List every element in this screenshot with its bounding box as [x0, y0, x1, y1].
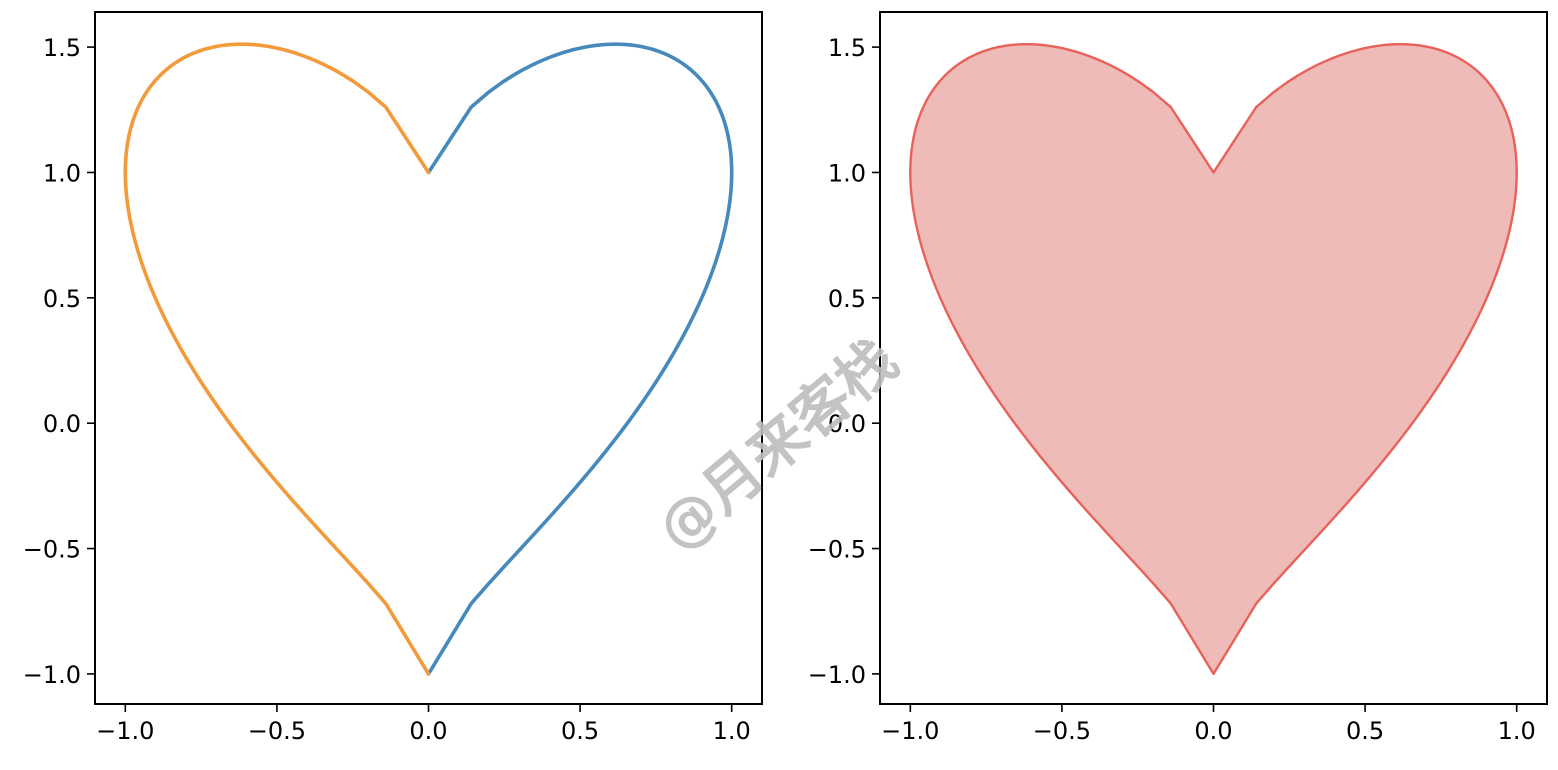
y-tick-label: 0.0	[828, 410, 866, 438]
y-tick-label: 1.0	[828, 159, 866, 187]
heart-line-right	[426, 42, 734, 676]
y-tick-label: −0.5	[23, 536, 81, 564]
y-tick-label: 1.5	[828, 34, 866, 62]
x-tick-label: 1.0	[713, 717, 751, 745]
y-tick-label: −1.0	[808, 661, 866, 689]
x-tick-label: 1.0	[1498, 717, 1536, 745]
y-tick-label: 0.0	[43, 410, 81, 438]
x-tick-label: −1.0	[96, 717, 154, 745]
y-tick-label: 0.5	[43, 285, 81, 313]
y-tick-label: 1.0	[43, 159, 81, 187]
right-heart-panel: −1.0 −0.5 0.0 0.5 1.0 −1.0 −0.5 0.0 0.5 1.0 1.5	[808, 11, 1548, 745]
y-tick-label: −0.5	[808, 536, 866, 564]
watermark: @月来客栈	[644, 325, 910, 564]
heart-fill-area	[909, 42, 1518, 676]
x-tick-label: 0.5	[561, 717, 599, 745]
x-tick-label: −0.5	[1033, 717, 1091, 745]
x-tick-label: 0.5	[1346, 717, 1384, 745]
x-tick-label: 0.0	[409, 717, 447, 745]
x-tick-label: 0.0	[1194, 717, 1232, 745]
left-heart-panel: −1.0 −0.5 0.0 0.5 1.0 −1.0 −0.5 0.0 0.5 1.0 1.5	[23, 11, 763, 745]
axes-frame	[94, 11, 763, 705]
x-tick-label: −0.5	[248, 717, 306, 745]
y-tick-label: 1.5	[43, 34, 81, 62]
heart-line-left	[123, 42, 431, 676]
y-tick-label: 0.5	[828, 285, 866, 313]
x-tick-label: −1.0	[881, 717, 939, 745]
y-tick-label: −1.0	[23, 661, 81, 689]
